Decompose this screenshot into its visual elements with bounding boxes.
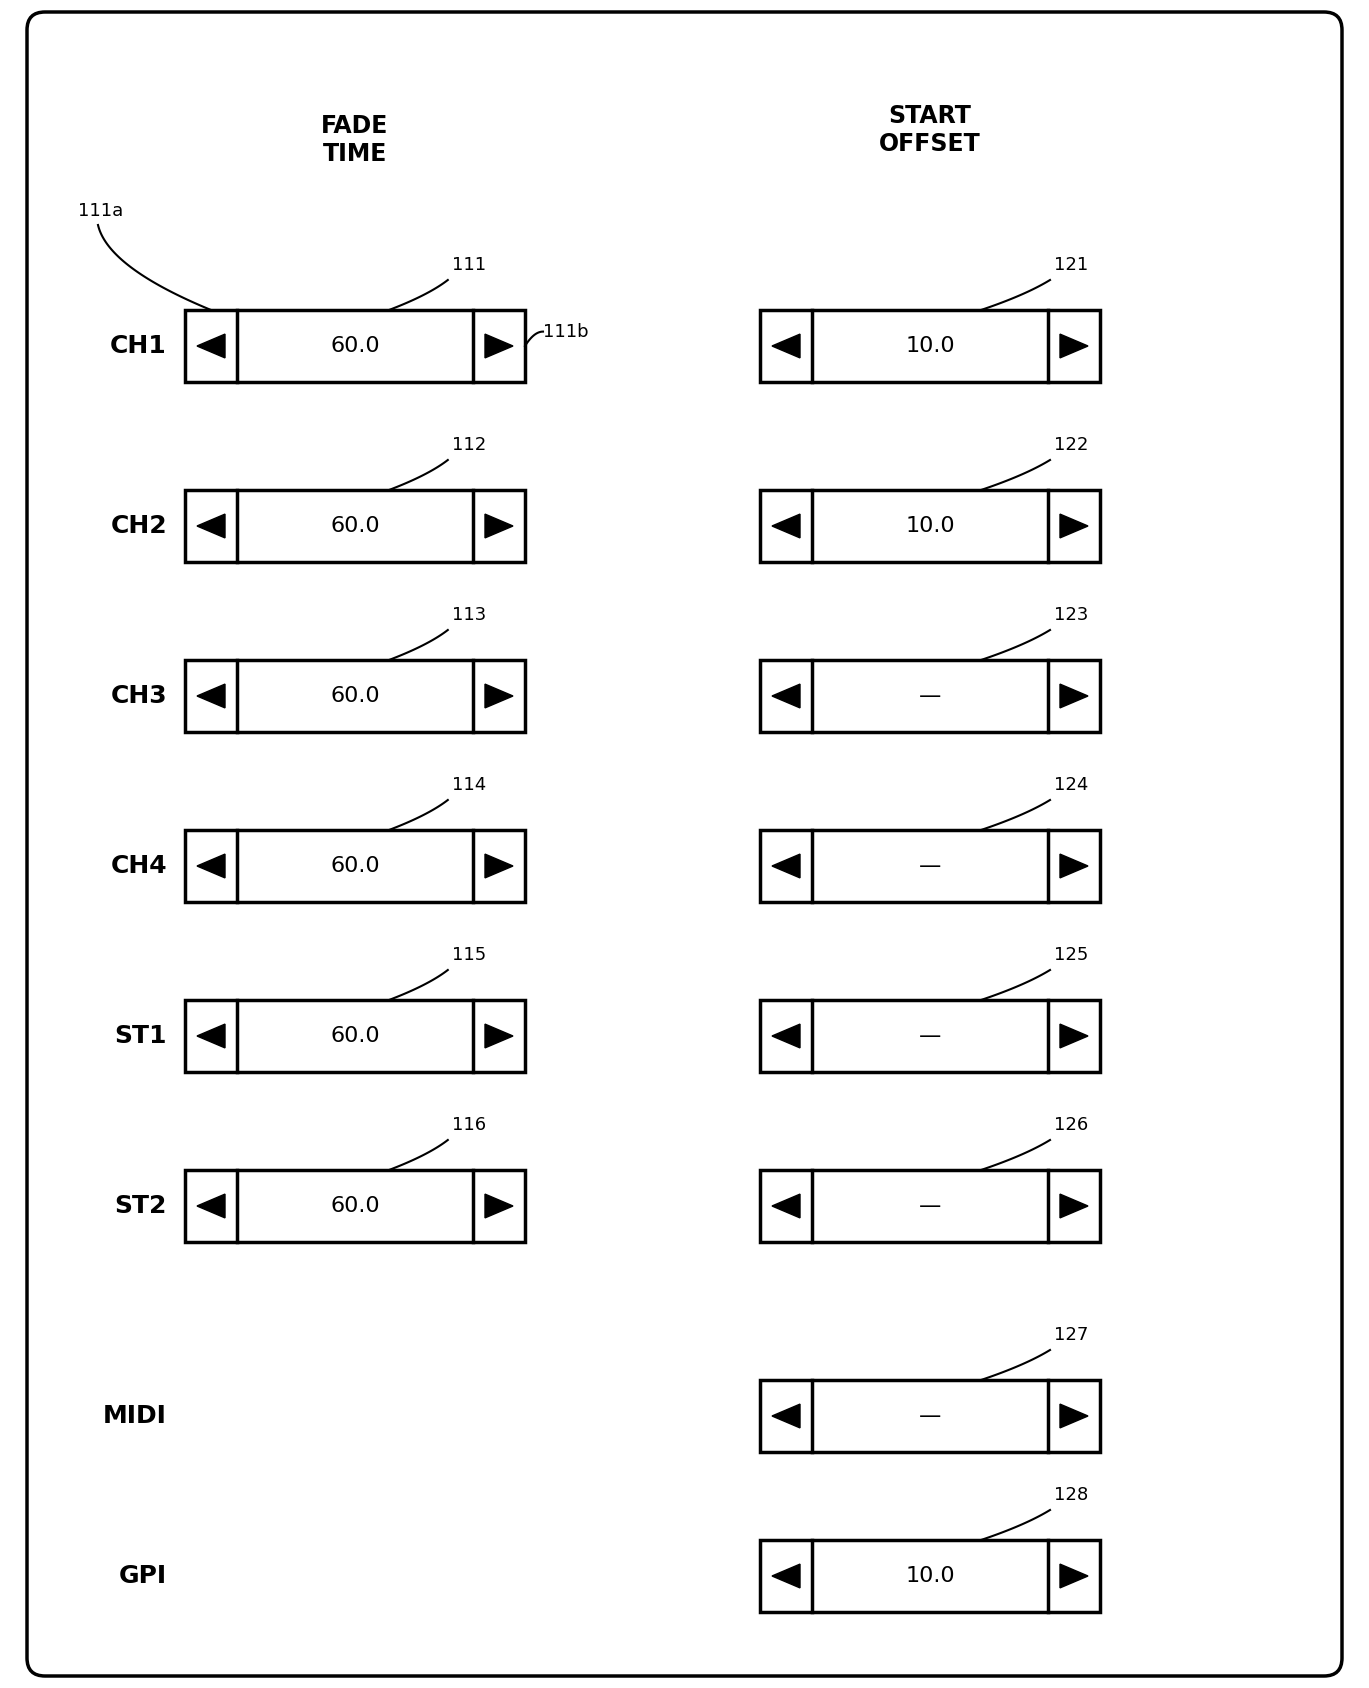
Polygon shape bbox=[1060, 1565, 1088, 1588]
Text: 60.0: 60.0 bbox=[330, 1026, 379, 1047]
Text: 125: 125 bbox=[1054, 945, 1088, 964]
Text: —: — bbox=[919, 1026, 941, 1047]
Bar bbox=[760, 999, 1101, 1072]
Text: 113: 113 bbox=[452, 606, 486, 625]
Polygon shape bbox=[485, 854, 513, 878]
Polygon shape bbox=[197, 1193, 225, 1219]
Text: 112: 112 bbox=[452, 436, 486, 454]
Bar bbox=[760, 660, 1101, 733]
Text: ST1: ST1 bbox=[115, 1025, 167, 1048]
Text: 60.0: 60.0 bbox=[330, 1197, 379, 1215]
Text: ST2: ST2 bbox=[115, 1193, 167, 1219]
Text: 122: 122 bbox=[1054, 436, 1088, 454]
Polygon shape bbox=[485, 1193, 513, 1219]
Polygon shape bbox=[1060, 854, 1088, 878]
Text: 121: 121 bbox=[1054, 257, 1088, 273]
Text: 111a: 111a bbox=[78, 203, 123, 219]
Text: MIDI: MIDI bbox=[103, 1404, 167, 1428]
Polygon shape bbox=[1060, 1025, 1088, 1048]
Text: CH4: CH4 bbox=[111, 854, 167, 878]
Polygon shape bbox=[485, 684, 513, 707]
Text: —: — bbox=[919, 685, 941, 706]
Text: CH3: CH3 bbox=[111, 684, 167, 707]
Text: CH2: CH2 bbox=[111, 515, 167, 538]
Text: 60.0: 60.0 bbox=[330, 685, 379, 706]
Text: 126: 126 bbox=[1054, 1116, 1088, 1134]
Polygon shape bbox=[1060, 334, 1088, 358]
Text: 10.0: 10.0 bbox=[905, 336, 954, 356]
Text: 111: 111 bbox=[452, 257, 486, 273]
Bar bbox=[185, 660, 524, 733]
Bar bbox=[185, 999, 524, 1072]
Text: 114: 114 bbox=[452, 776, 486, 793]
Polygon shape bbox=[485, 1025, 513, 1048]
Polygon shape bbox=[772, 1404, 799, 1428]
Polygon shape bbox=[772, 1025, 799, 1048]
Bar bbox=[185, 311, 524, 381]
Text: —: — bbox=[919, 1406, 941, 1426]
Text: 60.0: 60.0 bbox=[330, 517, 379, 537]
Text: 123: 123 bbox=[1054, 606, 1088, 625]
Text: GPI: GPI bbox=[119, 1565, 167, 1588]
Polygon shape bbox=[1060, 515, 1088, 538]
Text: 128: 128 bbox=[1054, 1485, 1088, 1504]
Bar bbox=[760, 1381, 1101, 1452]
Polygon shape bbox=[772, 684, 799, 707]
Text: 10.0: 10.0 bbox=[905, 1566, 954, 1587]
Text: 111b: 111b bbox=[543, 322, 589, 341]
Polygon shape bbox=[772, 1193, 799, 1219]
Text: 60.0: 60.0 bbox=[330, 856, 379, 876]
Text: 127: 127 bbox=[1054, 1327, 1088, 1344]
Bar bbox=[185, 490, 524, 562]
Text: START
OFFSET: START OFFSET bbox=[879, 105, 980, 155]
Bar bbox=[760, 311, 1101, 381]
Bar bbox=[185, 1170, 524, 1242]
Text: 10.0: 10.0 bbox=[905, 517, 954, 537]
Polygon shape bbox=[197, 684, 225, 707]
Polygon shape bbox=[1060, 1404, 1088, 1428]
Polygon shape bbox=[772, 334, 799, 358]
Polygon shape bbox=[772, 515, 799, 538]
Text: 60.0: 60.0 bbox=[330, 336, 379, 356]
Text: 124: 124 bbox=[1054, 776, 1088, 793]
Text: —: — bbox=[919, 1197, 941, 1215]
Text: —: — bbox=[919, 856, 941, 876]
Polygon shape bbox=[772, 854, 799, 878]
Polygon shape bbox=[1060, 1193, 1088, 1219]
Bar bbox=[185, 830, 524, 901]
Polygon shape bbox=[485, 515, 513, 538]
Polygon shape bbox=[197, 1025, 225, 1048]
Polygon shape bbox=[197, 854, 225, 878]
Polygon shape bbox=[197, 334, 225, 358]
Text: CH1: CH1 bbox=[111, 334, 167, 358]
Text: FADE
TIME: FADE TIME bbox=[322, 115, 389, 165]
Polygon shape bbox=[197, 515, 225, 538]
Polygon shape bbox=[485, 334, 513, 358]
Bar bbox=[760, 1539, 1101, 1612]
Bar bbox=[760, 1170, 1101, 1242]
Polygon shape bbox=[1060, 684, 1088, 707]
Bar bbox=[760, 830, 1101, 901]
Text: 116: 116 bbox=[452, 1116, 486, 1134]
Bar bbox=[760, 490, 1101, 562]
Text: 115: 115 bbox=[452, 945, 486, 964]
FancyBboxPatch shape bbox=[27, 12, 1342, 1676]
Polygon shape bbox=[772, 1565, 799, 1588]
